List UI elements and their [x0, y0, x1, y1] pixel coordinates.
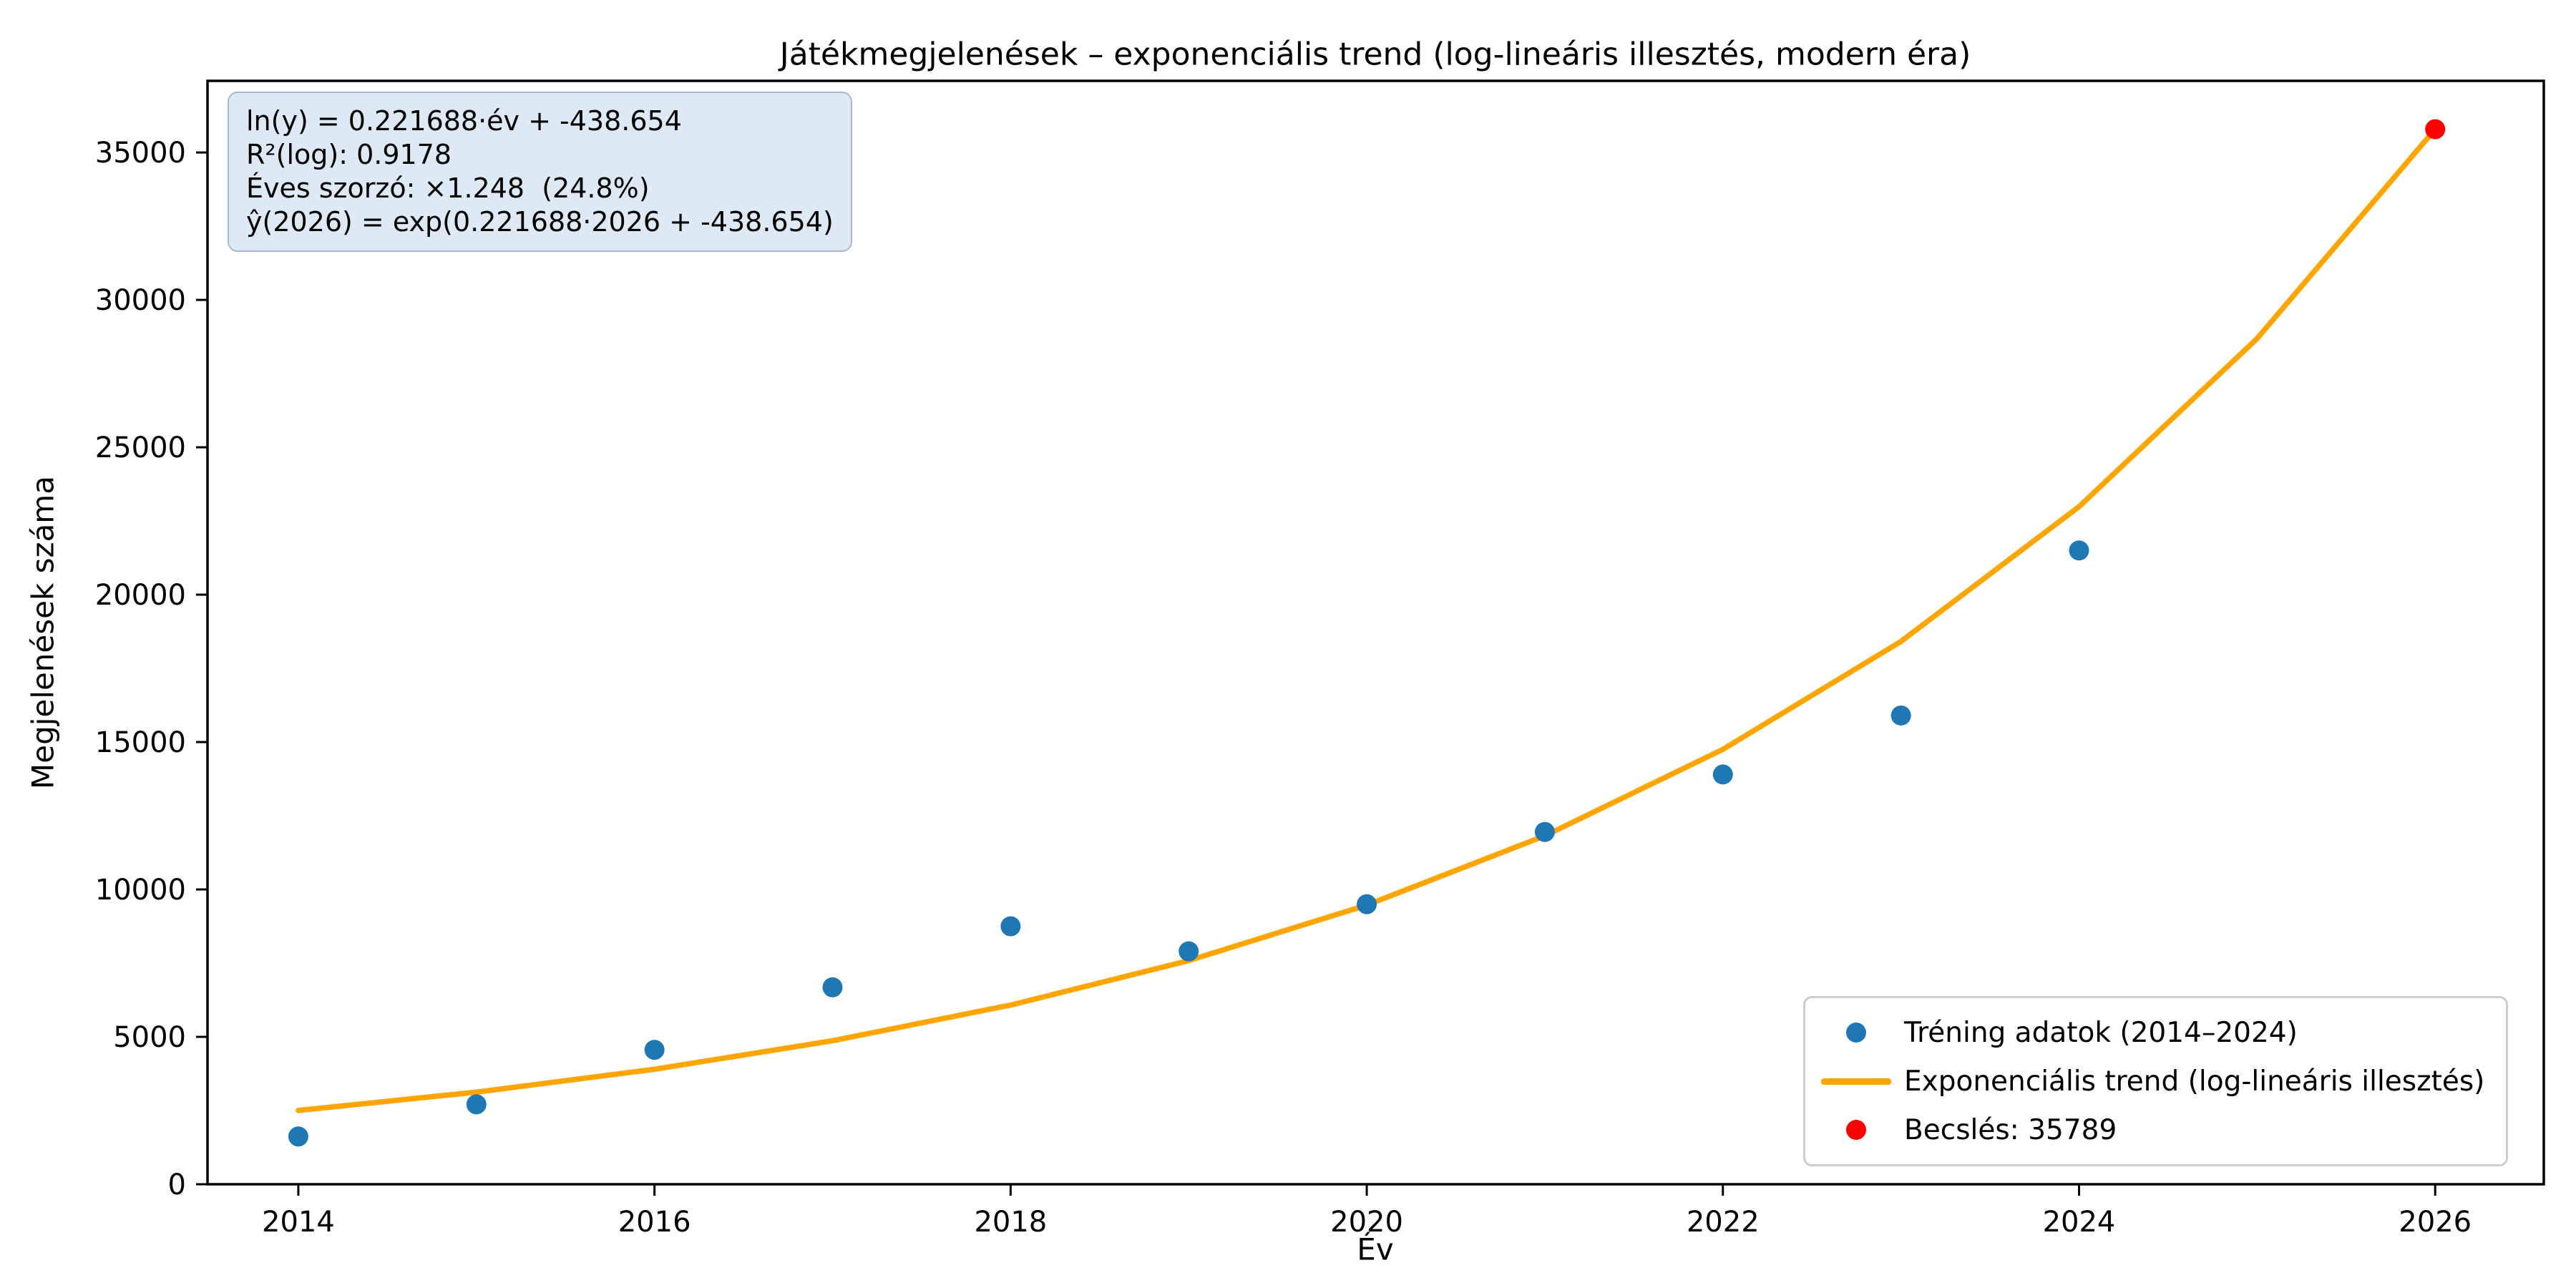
- annotation-line-equation: ln(y) = 0.221688·év + -438.654: [246, 105, 682, 137]
- x-tick-label: 2018: [974, 1206, 1047, 1239]
- estimate-point: [2425, 119, 2446, 140]
- y-tick-label: 5000: [113, 1021, 186, 1054]
- training-point: [644, 1040, 665, 1060]
- training-marker-icon: [1817, 1023, 1896, 1043]
- x-tick-label: 2020: [1330, 1206, 1403, 1239]
- legend-label-training: Tréning adatok (2014–2024): [1904, 1016, 2298, 1049]
- annotation-line-multiplier: Éves szorzó: ×1.248 (24.8%): [246, 172, 650, 204]
- training-point: [288, 1126, 308, 1147]
- training-point: [466, 1094, 487, 1115]
- x-tick-label: 2014: [262, 1206, 335, 1239]
- y-tick-label: 35000: [95, 137, 186, 170]
- axes-spines: [206, 79, 2545, 1186]
- training-point: [1000, 916, 1021, 937]
- x-tick-label: 2016: [618, 1206, 691, 1239]
- trend-line: [296, 126, 2438, 1113]
- y-tick-label: 25000: [95, 431, 186, 464]
- training-point: [1712, 764, 1733, 785]
- x-tick-label: 2026: [2399, 1206, 2472, 1239]
- y-tick-label: 10000: [95, 874, 186, 907]
- legend-item-trend: Exponenciális trend (log-lineáris illesz…: [1817, 1060, 2484, 1103]
- x-tick-label: 2022: [1687, 1206, 1760, 1239]
- training-point: [2069, 540, 2089, 561]
- training-point: [1890, 705, 1911, 726]
- estimate-marker-icon: [1817, 1120, 1896, 1140]
- legend-label-trend: Exponenciális trend (log-lineáris illesz…: [1904, 1065, 2485, 1098]
- x-tick-label: 2024: [2043, 1206, 2116, 1239]
- legend: Tréning adatok (2014–2024) Exponenciális…: [1803, 996, 2509, 1166]
- y-tick-label: 15000: [95, 726, 186, 759]
- y-tick-label: 0: [168, 1169, 186, 1201]
- y-tick-label: 30000: [95, 284, 186, 317]
- x-axis-label: Év: [1357, 1231, 1394, 1267]
- legend-item-training: Tréning adatok (2014–2024): [1817, 1011, 2484, 1054]
- trend-marker-icon: [1817, 1078, 1896, 1085]
- annotation-line-r2: R²(log): 0.9178: [246, 139, 452, 170]
- legend-label-estimate: Becslés: 35789: [1904, 1113, 2117, 1146]
- training-point: [1179, 941, 1199, 962]
- training-point: [822, 977, 843, 997]
- annotation-line-prediction: ŷ(2026) = exp(0.221688·2026 + -438.654): [246, 206, 834, 238]
- training-point: [1534, 821, 1555, 842]
- y-axis-label: Megjelenések száma: [25, 476, 61, 789]
- legend-item-estimate: Becslés: 35789: [1817, 1108, 2484, 1151]
- training-point: [1357, 894, 1377, 914]
- stats-annotation-box: ln(y) = 0.221688·év + -438.654 R²(log): …: [228, 92, 852, 252]
- y-tick-label: 20000: [95, 579, 186, 612]
- chart-title: Játékmegjelenések – exponenciális trend …: [779, 36, 1971, 73]
